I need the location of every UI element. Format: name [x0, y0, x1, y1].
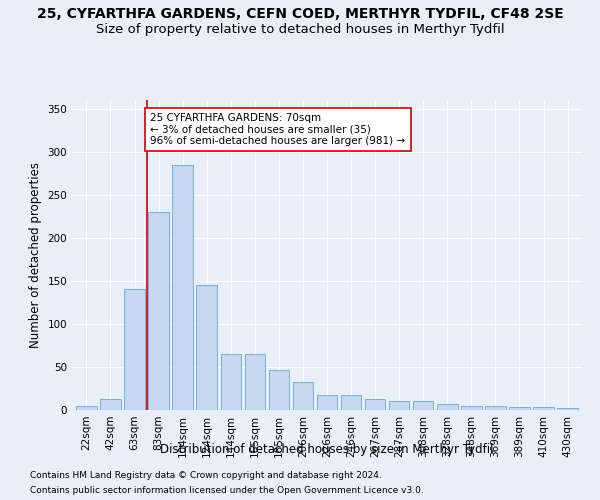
- Text: 25 CYFARTHFA GARDENS: 70sqm
← 3% of detached houses are smaller (35)
96% of semi: 25 CYFARTHFA GARDENS: 70sqm ← 3% of deta…: [150, 113, 406, 146]
- Bar: [437, 404, 458, 410]
- Bar: [557, 408, 578, 410]
- Bar: [148, 212, 169, 410]
- Bar: [269, 370, 289, 410]
- Text: 25, CYFARTHFA GARDENS, CEFN COED, MERTHYR TYDFIL, CF48 2SE: 25, CYFARTHFA GARDENS, CEFN COED, MERTHY…: [37, 8, 563, 22]
- Y-axis label: Number of detached properties: Number of detached properties: [29, 162, 42, 348]
- Bar: [124, 290, 145, 410]
- Text: Distribution of detached houses by size in Merthyr Tydfil: Distribution of detached houses by size …: [160, 442, 494, 456]
- Bar: [389, 402, 409, 410]
- Bar: [365, 399, 385, 410]
- Bar: [461, 406, 482, 410]
- Bar: [317, 396, 337, 410]
- Text: Contains HM Land Registry data © Crown copyright and database right 2024.: Contains HM Land Registry data © Crown c…: [30, 471, 382, 480]
- Bar: [245, 354, 265, 410]
- Text: Contains public sector information licensed under the Open Government Licence v3: Contains public sector information licen…: [30, 486, 424, 495]
- Bar: [221, 354, 241, 410]
- Bar: [533, 406, 554, 410]
- Bar: [100, 399, 121, 410]
- Bar: [76, 406, 97, 410]
- Bar: [293, 382, 313, 410]
- Bar: [196, 285, 217, 410]
- Bar: [413, 402, 433, 410]
- Bar: [172, 164, 193, 410]
- Bar: [485, 406, 506, 410]
- Bar: [341, 396, 361, 410]
- Bar: [509, 406, 530, 410]
- Text: Size of property relative to detached houses in Merthyr Tydfil: Size of property relative to detached ho…: [95, 22, 505, 36]
